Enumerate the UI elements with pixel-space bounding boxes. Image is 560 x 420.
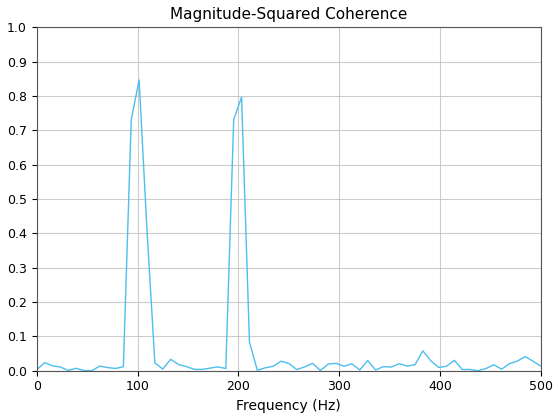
Title: Magnitude-Squared Coherence: Magnitude-Squared Coherence: [170, 7, 408, 22]
X-axis label: Frequency (Hz): Frequency (Hz): [236, 399, 341, 413]
